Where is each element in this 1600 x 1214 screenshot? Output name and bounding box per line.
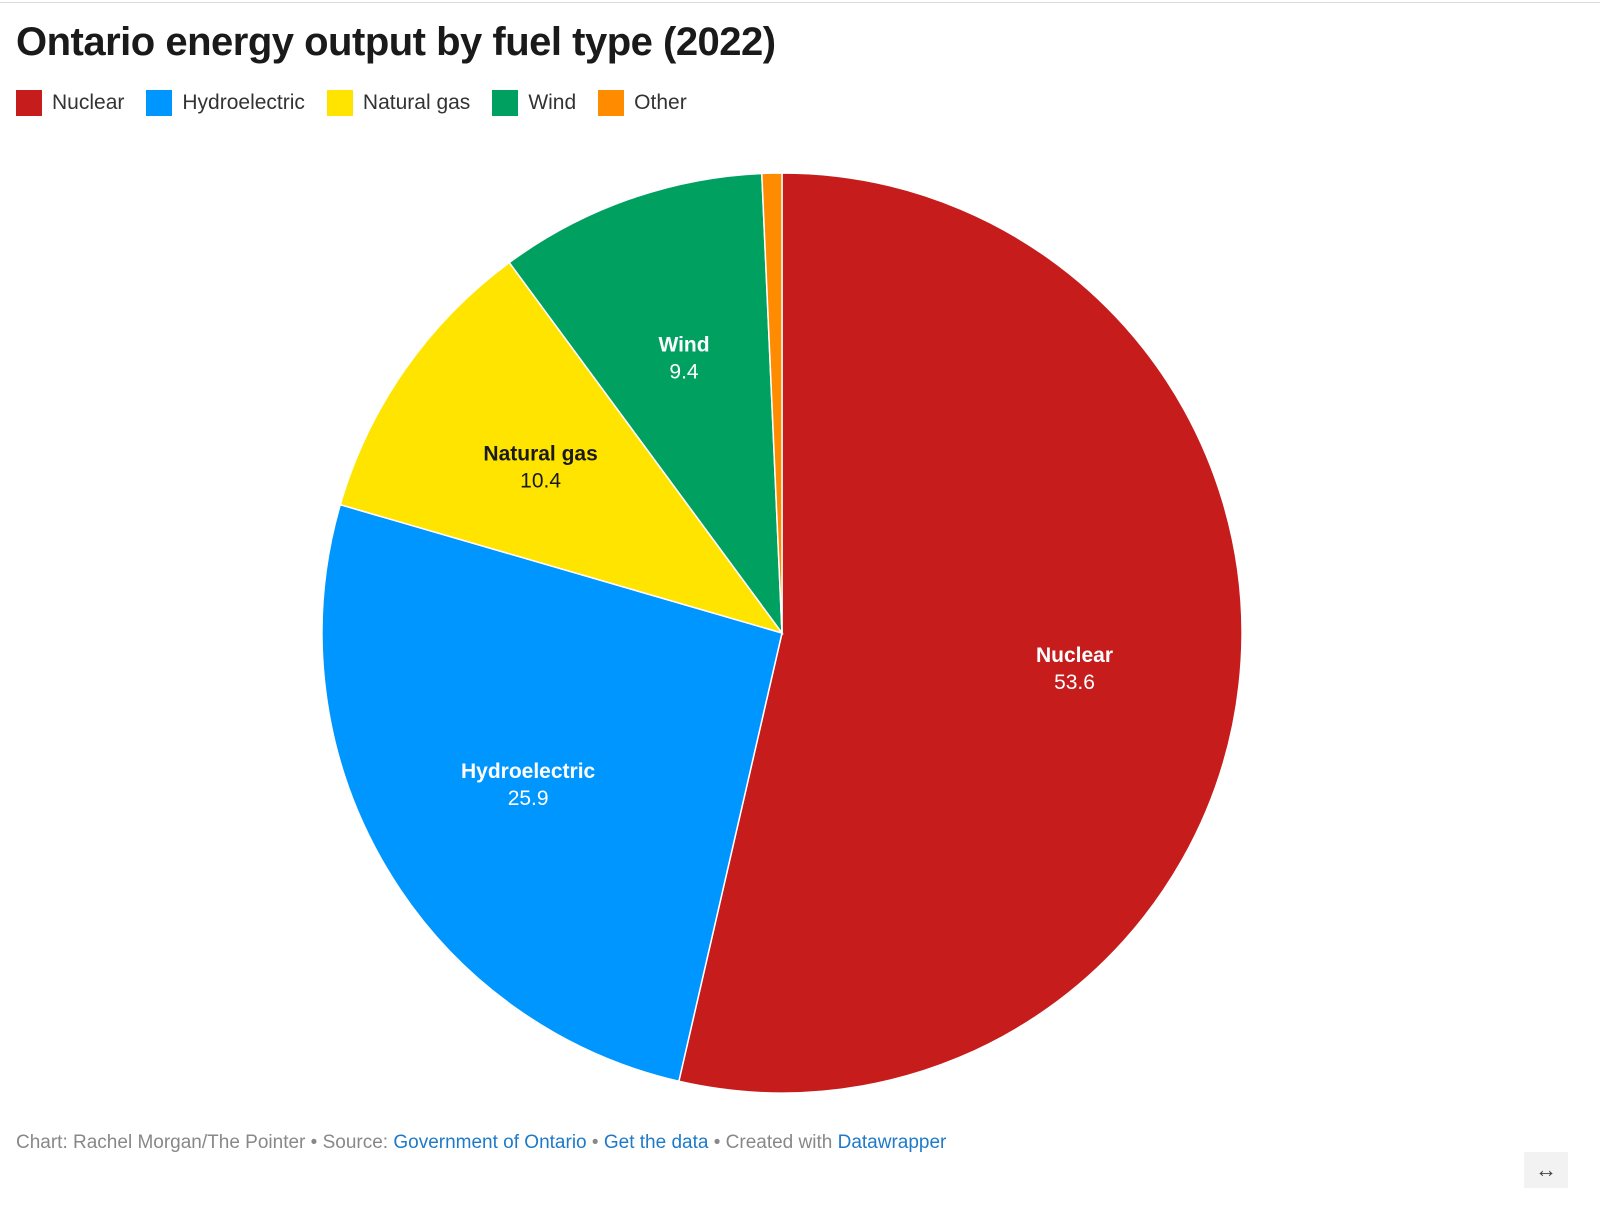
slice-label-name: Wind xyxy=(658,333,709,356)
legend-label: Other xyxy=(634,91,687,114)
legend: Nuclear Hydroelectric Natural gas Wind Other xyxy=(16,90,709,116)
legend-item-natural-gas: Natural gas xyxy=(326,90,471,116)
slice-label-name: Nuclear xyxy=(1036,644,1113,667)
legend-label: Natural gas xyxy=(362,91,471,114)
get-data-link[interactable]: Get the data xyxy=(603,1132,709,1153)
created-prefix: Created with xyxy=(725,1132,838,1153)
slice-label-value: 9.4 xyxy=(669,360,699,383)
slice-label-value: 53.6 xyxy=(1054,671,1095,694)
slice-label-value: 10.4 xyxy=(520,469,561,492)
legend-swatch xyxy=(492,90,519,116)
slice-label-value: 25.9 xyxy=(508,787,549,810)
datawrapper-link[interactable]: Datawrapper xyxy=(837,1132,947,1153)
legend-item-wind: Wind xyxy=(492,90,576,116)
legend-swatch xyxy=(146,90,173,116)
footer-separator: • xyxy=(305,1132,323,1153)
pie-slice-nuclear xyxy=(677,172,1243,1094)
legend-swatch xyxy=(16,90,42,116)
legend-label: Hydroelectric xyxy=(182,91,305,114)
source-prefix: Source: xyxy=(322,1132,394,1153)
pie-slice-other xyxy=(760,172,783,634)
chart-credit: Chart: Rachel Morgan/The Pointer xyxy=(16,1132,306,1153)
legend-item-nuclear: Nuclear xyxy=(16,90,124,116)
legend-item-hydroelectric: Hydroelectric xyxy=(146,90,305,116)
expand-button[interactable]: ↔ xyxy=(1524,1152,1568,1188)
legend-swatch xyxy=(326,90,353,116)
slice-label-name: Hydroelectric xyxy=(461,760,596,783)
chart-title: Ontario energy output by fuel type (2022… xyxy=(16,20,776,64)
slice-label-name: Natural gas xyxy=(483,442,597,465)
pie-slice-wind xyxy=(508,172,783,636)
legend-label: Nuclear xyxy=(52,91,125,114)
top-divider xyxy=(0,2,1600,3)
footer-separator: • xyxy=(708,1132,726,1153)
source-link[interactable]: Government of Ontario xyxy=(393,1132,587,1153)
legend-item-other: Other xyxy=(598,90,687,116)
pie-slice-natural-gas xyxy=(339,261,784,635)
legend-swatch xyxy=(598,90,625,116)
expand-arrows-icon: ↔ xyxy=(1535,1157,1557,1182)
legend-label: Wind xyxy=(528,91,577,114)
footer-separator: • xyxy=(586,1132,604,1153)
footer: Chart: Rachel Morgan/The Pointer • Sourc… xyxy=(16,1132,946,1154)
pie-slice-hydroelectric xyxy=(321,503,783,1083)
